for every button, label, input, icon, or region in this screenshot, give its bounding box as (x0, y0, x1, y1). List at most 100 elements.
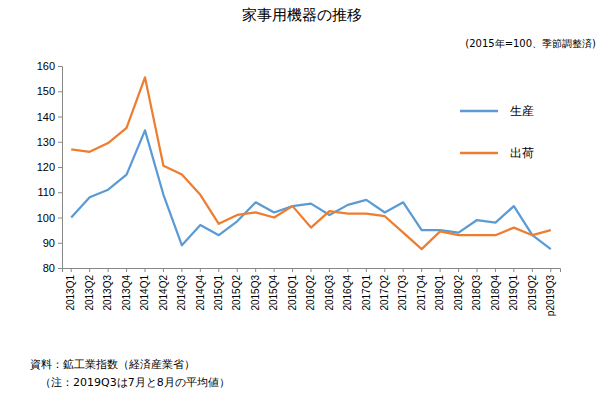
x-tick-label: 2014Q1 (139, 275, 150, 311)
y-tick-mark (58, 117, 62, 118)
plot: 80901001101201301401501602013Q12013Q2201… (37, 60, 561, 316)
x-tick: 2016Q3 (324, 268, 335, 311)
x-tick-label: 2015Q3 (250, 275, 261, 311)
y-axis: 80 90 100 110 120 130 140 150 160 (37, 60, 63, 274)
x-tick: 2013Q3 (102, 268, 113, 311)
x-tick: 2016Q2 (305, 268, 316, 311)
x-tick-label: 2015Q1 (213, 275, 224, 311)
x-tick: 2013Q2 (84, 268, 95, 311)
annotation: （注：2019Q3は7月と8月の平均値） (40, 376, 230, 389)
x-tick: 2017Q4 (416, 268, 427, 311)
y-axis-line (58, 67, 63, 269)
x-tick-mark (255, 268, 256, 272)
x-tick-label: 2016Q2 (305, 275, 316, 311)
y-tick: 80 (43, 262, 62, 274)
x-tick: 2017Q1 (361, 268, 372, 311)
x-axis-line (63, 269, 561, 273)
x-tick-mark (550, 268, 551, 272)
x-tick-label: 2016Q1 (287, 275, 298, 311)
series-line (71, 77, 551, 249)
x-tick-label: 2017Q1 (361, 275, 372, 311)
legend-swatch (460, 110, 498, 113)
x-tick: 2017Q3 (397, 268, 408, 311)
x-tick-label: 2016Q4 (342, 275, 353, 311)
x-tick-label: 2015Q2 (231, 275, 242, 311)
x-tick-mark (440, 268, 441, 272)
x-tick: 2019Q1 (508, 268, 519, 311)
y-tick: 110 (37, 186, 62, 198)
x-tick: 2014Q2 (158, 268, 169, 311)
x-tick-label: 2018Q2 (453, 275, 464, 311)
x-tick: 2016Q1 (287, 268, 298, 311)
y-tick-mark (58, 167, 62, 168)
x-tick-label: 2015Q4 (268, 275, 279, 311)
x-tick-mark (71, 268, 72, 272)
x-tick-mark (200, 268, 201, 272)
x-tick: 2015Q2 (231, 268, 242, 311)
y-tick-label: 130 (37, 136, 55, 148)
x-tick: 2019Q2 (527, 268, 538, 311)
y-tick-label: 150 (37, 85, 55, 97)
x-tick: 2015Q4 (268, 268, 279, 311)
legend-label: 生産 (510, 104, 534, 118)
annotation: 資料：鉱工業指数（経済産業省） (30, 358, 195, 371)
legend: 生産出荷 (460, 104, 534, 160)
x-tick-mark (181, 268, 182, 272)
x-tick: 2018Q1 (434, 268, 445, 311)
y-tick-mark (58, 91, 62, 92)
x-tick: 2014Q4 (195, 268, 206, 311)
subtitle: (2015年=100、季節調整済) (465, 38, 596, 49)
chart-svg: 家事用機器の推移 (2015年=100、季節調整済) 80 90 100 110 120 13… (0, 0, 604, 395)
x-tick-label: 2014Q3 (176, 275, 187, 311)
y-tick-label: 160 (37, 60, 55, 72)
x-tick-label: 2017Q4 (416, 275, 427, 311)
series-group (71, 77, 551, 249)
y-tick-mark (58, 192, 62, 193)
x-tick-mark (366, 268, 367, 272)
y-tick: 140 (37, 111, 62, 123)
x-tick-mark (163, 268, 164, 272)
x-tick: 2016Q4 (342, 268, 353, 311)
x-tick-mark (126, 268, 127, 272)
y-tick-mark (58, 142, 62, 143)
x-tick-mark (403, 268, 404, 272)
x-tick: 2015Q3 (250, 268, 261, 311)
x-tick: 2018Q3 (471, 268, 482, 311)
title: 家事用機器の推移 (242, 6, 362, 24)
x-tick-label: 2019Q1 (508, 275, 519, 311)
x-tick-mark (108, 268, 109, 272)
x-tick-mark (274, 268, 275, 272)
x-tick-label: 2017Q3 (397, 275, 408, 311)
legend-label: 出荷 (510, 146, 534, 160)
x-tick-label: 2014Q4 (195, 275, 206, 311)
y-tick: 90 (43, 237, 62, 249)
x-tick-mark (532, 268, 533, 272)
x-tick-mark (477, 268, 478, 272)
x-tick: 2014Q1 (139, 268, 150, 311)
y-tick-label: 100 (37, 212, 55, 224)
x-tick: 2014Q3 (176, 268, 187, 311)
x-tick-mark (237, 268, 238, 272)
x-tick: 2015Q1 (213, 268, 224, 311)
x-tick-label: 2018Q4 (490, 275, 501, 311)
y-tick-label: 120 (37, 161, 55, 173)
x-tick: p2019Q3 (545, 268, 556, 316)
y-tick: 160 (37, 60, 62, 72)
x-tick-label: 2013Q1 (65, 275, 76, 311)
x-tick: 2013Q1 (65, 268, 76, 311)
y-tick-mark (58, 218, 62, 219)
x-tick: 2013Q4 (121, 268, 132, 311)
y-tick-mark (58, 243, 62, 244)
y-tick: 120 (37, 161, 62, 173)
y-tick-label: 140 (37, 111, 55, 123)
x-tick-label: 2013Q2 (84, 275, 95, 311)
x-tick-label: 2017Q2 (379, 275, 390, 311)
x-tick-label: 2016Q3 (324, 275, 335, 311)
x-tick-mark (495, 268, 496, 272)
x-axis: 2013Q1 2013Q2 2013Q3 2013Q4 2014Q1 2014Q2 2014… (63, 268, 561, 316)
x-tick-label: 2013Q3 (102, 275, 113, 311)
x-tick-mark (347, 268, 348, 272)
x-tick-label: 2018Q3 (471, 275, 482, 311)
x-tick-mark (458, 268, 459, 272)
series-line (71, 130, 551, 249)
